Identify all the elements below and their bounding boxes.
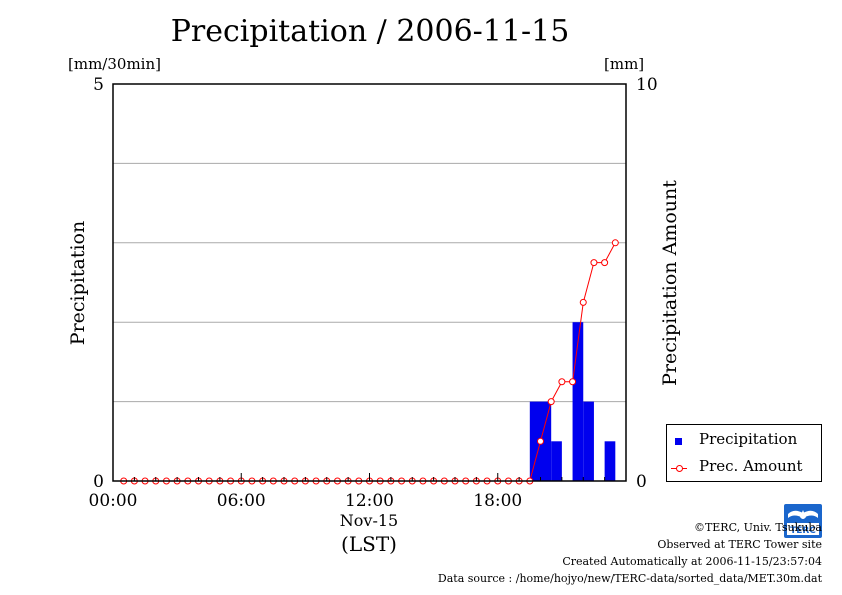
precipitation-bar — [540, 401, 552, 481]
amount-point — [569, 378, 577, 386]
y-right-tick-label: 0 — [636, 472, 647, 492]
amount-point — [547, 398, 555, 406]
y-right-tick-label: 10 — [636, 75, 658, 95]
red-circle-icon — [676, 465, 683, 472]
axis-ticks: 00:00 06:00 12:00 18:00 0 5 0 10 — [89, 75, 658, 511]
y-left-tick-label: 5 — [93, 75, 104, 95]
chart-title: Precipitation / 2006-11-15 — [170, 14, 570, 49]
right-axis-unit: [mm] — [604, 55, 645, 73]
x-axis-date: Nov-15 — [339, 511, 399, 530]
precipitation-bars — [529, 322, 616, 481]
amount-point — [537, 437, 544, 445]
precipitation-bar — [572, 322, 584, 481]
legend-label: Precipitation — [699, 430, 798, 448]
created-text: Created Automatically at 2006-11-15/23:5… — [562, 555, 822, 568]
right-axis-label: Precipitation Amount — [659, 180, 681, 386]
x-tick-label: 18:00 — [473, 491, 522, 511]
y-left-tick-label: 0 — [93, 472, 104, 492]
legend-label: Prec. Amount — [699, 457, 803, 475]
grid-lines — [113, 162, 626, 403]
x-tick-label: 06:00 — [217, 491, 266, 511]
source-text: Data source : /home/hojyo/new/TERC-data/… — [437, 572, 822, 585]
copyright-text: ©TERC, Univ. Tsukuba — [693, 521, 822, 534]
svg-text:TERC: TERC — [790, 526, 816, 536]
x-tick-label: 12:00 — [345, 491, 394, 511]
x-tick-label: 00:00 — [89, 491, 138, 511]
left-axis-unit: [mm/30min] — [68, 55, 161, 73]
amount-point — [611, 239, 619, 247]
precipitation-bar — [604, 441, 616, 481]
precipitation-bar — [529, 401, 541, 481]
x-axis-timezone: (LST) — [341, 532, 397, 556]
observed-text: Observed at TERC Tower site — [657, 538, 822, 551]
legend: Precipitation Prec. Amount — [666, 424, 822, 482]
blue-square-icon — [675, 438, 682, 445]
amount-point — [601, 259, 609, 267]
amount-point — [590, 259, 598, 267]
amount-point — [579, 298, 587, 306]
precipitation-bar — [583, 401, 594, 481]
precipitation-bar — [551, 441, 562, 481]
amount-point — [558, 378, 566, 386]
left-axis-label: Precipitation — [67, 220, 89, 346]
terc-logo-icon: TERC — [784, 504, 822, 538]
